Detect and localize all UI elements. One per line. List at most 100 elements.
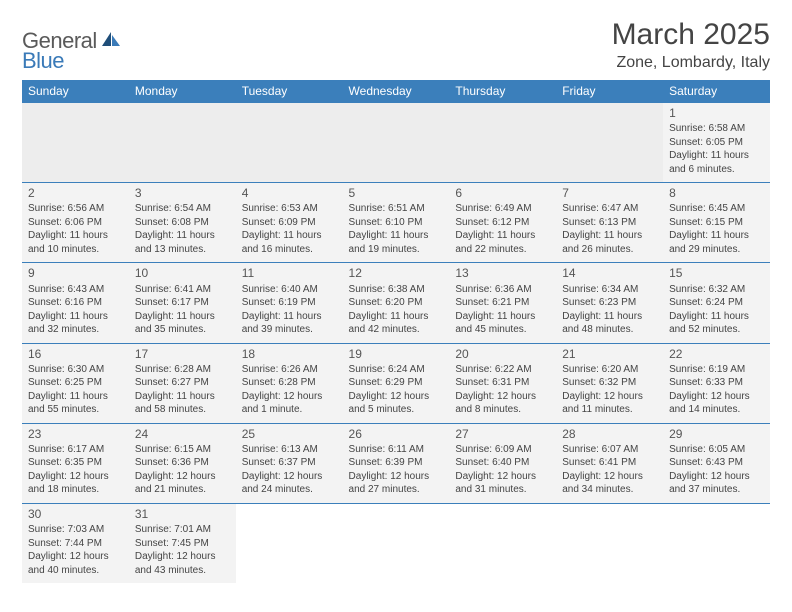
day-number: 13 bbox=[455, 265, 550, 281]
calendar-cell bbox=[556, 103, 663, 183]
day-info: Sunrise: 6:28 AMSunset: 6:27 PMDaylight:… bbox=[135, 363, 230, 417]
day-number: 14 bbox=[562, 265, 657, 281]
day-number: 15 bbox=[669, 265, 764, 281]
calendar-cell: 29Sunrise: 6:05 AMSunset: 6:43 PMDayligh… bbox=[663, 423, 770, 503]
day-number: 16 bbox=[28, 346, 123, 362]
calendar-cell bbox=[343, 503, 450, 583]
day-number: 12 bbox=[349, 265, 444, 281]
day-info: Sunrise: 6:40 AMSunset: 6:19 PMDaylight:… bbox=[242, 283, 337, 337]
day-info: Sunrise: 7:03 AMSunset: 7:44 PMDaylight:… bbox=[28, 523, 123, 577]
day-header: Tuesday bbox=[236, 80, 343, 103]
calendar-cell bbox=[663, 503, 770, 583]
calendar-cell bbox=[449, 503, 556, 583]
calendar-cell: 24Sunrise: 6:15 AMSunset: 6:36 PMDayligh… bbox=[129, 423, 236, 503]
logo-text-blue: Blue bbox=[22, 48, 64, 73]
day-number: 17 bbox=[135, 346, 230, 362]
day-header: Sunday bbox=[22, 80, 129, 103]
day-header: Saturday bbox=[663, 80, 770, 103]
calendar-cell bbox=[236, 503, 343, 583]
calendar-cell: 26Sunrise: 6:11 AMSunset: 6:39 PMDayligh… bbox=[343, 423, 450, 503]
day-number: 2 bbox=[28, 185, 123, 201]
calendar-cell: 20Sunrise: 6:22 AMSunset: 6:31 PMDayligh… bbox=[449, 343, 556, 423]
calendar-cell: 22Sunrise: 6:19 AMSunset: 6:33 PMDayligh… bbox=[663, 343, 770, 423]
day-info: Sunrise: 6:56 AMSunset: 6:06 PMDaylight:… bbox=[28, 202, 123, 256]
day-info: Sunrise: 6:11 AMSunset: 6:39 PMDaylight:… bbox=[349, 443, 444, 497]
calendar-cell: 12Sunrise: 6:38 AMSunset: 6:20 PMDayligh… bbox=[343, 263, 450, 343]
day-number: 24 bbox=[135, 426, 230, 442]
day-info: Sunrise: 6:26 AMSunset: 6:28 PMDaylight:… bbox=[242, 363, 337, 417]
day-info: Sunrise: 6:58 AMSunset: 6:05 PMDaylight:… bbox=[669, 122, 764, 176]
calendar-cell: 5Sunrise: 6:51 AMSunset: 6:10 PMDaylight… bbox=[343, 183, 450, 263]
calendar-cell: 25Sunrise: 6:13 AMSunset: 6:37 PMDayligh… bbox=[236, 423, 343, 503]
day-info: Sunrise: 6:43 AMSunset: 6:16 PMDaylight:… bbox=[28, 283, 123, 337]
day-number: 6 bbox=[455, 185, 550, 201]
calendar-cell: 1Sunrise: 6:58 AMSunset: 6:05 PMDaylight… bbox=[663, 103, 770, 183]
calendar-body: 1Sunrise: 6:58 AMSunset: 6:05 PMDaylight… bbox=[22, 103, 770, 584]
day-info: Sunrise: 6:49 AMSunset: 6:12 PMDaylight:… bbox=[455, 202, 550, 256]
calendar-cell: 17Sunrise: 6:28 AMSunset: 6:27 PMDayligh… bbox=[129, 343, 236, 423]
calendar-cell: 28Sunrise: 6:07 AMSunset: 6:41 PMDayligh… bbox=[556, 423, 663, 503]
calendar-cell: 4Sunrise: 6:53 AMSunset: 6:09 PMDaylight… bbox=[236, 183, 343, 263]
day-number: 3 bbox=[135, 185, 230, 201]
day-number: 30 bbox=[28, 506, 123, 522]
calendar-cell: 9 Sunrise: 6:43 AMSunset: 6:16 PMDaylight… bbox=[22, 263, 129, 343]
day-info: Sunrise: 6:20 AMSunset: 6:32 PMDaylight:… bbox=[562, 363, 657, 417]
day-info: Sunrise: 6:53 AMSunset: 6:09 PMDaylight:… bbox=[242, 202, 337, 256]
calendar-row: 9 Sunrise: 6:43 AMSunset: 6:16 PMDaylight… bbox=[22, 263, 770, 343]
day-info: Sunrise: 6:30 AMSunset: 6:25 PMDaylight:… bbox=[28, 363, 123, 417]
calendar-cell: 7Sunrise: 6:47 AMSunset: 6:13 PMDaylight… bbox=[556, 183, 663, 263]
day-header-row: SundayMondayTuesdayWednesdayThursdayFrid… bbox=[22, 80, 770, 103]
calendar-cell: 11 Sunrise: 6:40 AMSunset: 6:19 PMDayligh… bbox=[236, 263, 343, 343]
day-header: Wednesday bbox=[343, 80, 450, 103]
calendar-row: 23Sunrise: 6:17 AMSunset: 6:35 PMDayligh… bbox=[22, 423, 770, 503]
day-info: Sunrise: 6:34 AMSunset: 6:23 PMDaylight:… bbox=[562, 283, 657, 337]
location: Zone, Lombardy, Italy bbox=[612, 54, 770, 72]
calendar-cell: 23Sunrise: 6:17 AMSunset: 6:35 PMDayligh… bbox=[22, 423, 129, 503]
calendar-cell bbox=[343, 103, 450, 183]
day-number: 19 bbox=[349, 346, 444, 362]
day-info: Sunrise: 6:19 AMSunset: 6:33 PMDaylight:… bbox=[669, 363, 764, 417]
day-number: 29 bbox=[669, 426, 764, 442]
calendar-cell: 27Sunrise: 6:09 AMSunset: 6:40 PMDayligh… bbox=[449, 423, 556, 503]
calendar-cell: 15 Sunrise: 6:32 AMSunset: 6:24 PMDayligh… bbox=[663, 263, 770, 343]
day-info: Sunrise: 6:36 AMSunset: 6:21 PMDaylight:… bbox=[455, 283, 550, 337]
calendar-cell: 21Sunrise: 6:20 AMSunset: 6:32 PMDayligh… bbox=[556, 343, 663, 423]
day-number: 27 bbox=[455, 426, 550, 442]
header: General March 2025 Zone, Lombardy, Italy bbox=[22, 18, 770, 72]
calendar-head: SundayMondayTuesdayWednesdayThursdayFrid… bbox=[22, 80, 770, 103]
day-number: 23 bbox=[28, 426, 123, 442]
day-number: 18 bbox=[242, 346, 337, 362]
day-header: Thursday bbox=[449, 80, 556, 103]
day-number: 9 bbox=[28, 265, 123, 281]
logo-sail-icon bbox=[100, 30, 122, 53]
day-number: 20 bbox=[455, 346, 550, 362]
calendar-cell: 10Sunrise: 6:41 AMSunset: 6:17 PMDayligh… bbox=[129, 263, 236, 343]
calendar-cell: 31Sunrise: 7:01 AMSunset: 7:45 PMDayligh… bbox=[129, 503, 236, 583]
day-number: 11 bbox=[242, 265, 337, 281]
day-number: 1 bbox=[669, 105, 764, 121]
month-title: March 2025 bbox=[612, 18, 770, 52]
calendar-row: 1Sunrise: 6:58 AMSunset: 6:05 PMDaylight… bbox=[22, 103, 770, 183]
day-number: 10 bbox=[135, 265, 230, 281]
day-info: Sunrise: 6:15 AMSunset: 6:36 PMDaylight:… bbox=[135, 443, 230, 497]
day-info: Sunrise: 6:13 AMSunset: 6:37 PMDaylight:… bbox=[242, 443, 337, 497]
calendar-cell bbox=[22, 103, 129, 183]
calendar-cell bbox=[556, 503, 663, 583]
day-info: Sunrise: 6:05 AMSunset: 6:43 PMDaylight:… bbox=[669, 443, 764, 497]
day-info: Sunrise: 6:45 AMSunset: 6:15 PMDaylight:… bbox=[669, 202, 764, 256]
calendar-cell: 19Sunrise: 6:24 AMSunset: 6:29 PMDayligh… bbox=[343, 343, 450, 423]
calendar-cell: 14 Sunrise: 6:34 AMSunset: 6:23 PMDayligh… bbox=[556, 263, 663, 343]
calendar-row: 16Sunrise: 6:30 AMSunset: 6:25 PMDayligh… bbox=[22, 343, 770, 423]
calendar-row: 30Sunrise: 7:03 AMSunset: 7:44 PMDayligh… bbox=[22, 503, 770, 583]
day-number: 4 bbox=[242, 185, 337, 201]
day-info: Sunrise: 6:51 AMSunset: 6:10 PMDaylight:… bbox=[349, 202, 444, 256]
calendar-cell: 6Sunrise: 6:49 AMSunset: 6:12 PMDaylight… bbox=[449, 183, 556, 263]
calendar-table: SundayMondayTuesdayWednesdayThursdayFrid… bbox=[22, 80, 770, 583]
day-info: Sunrise: 6:32 AMSunset: 6:24 PMDaylight:… bbox=[669, 283, 764, 337]
day-header: Friday bbox=[556, 80, 663, 103]
calendar-cell: 2Sunrise: 6:56 AMSunset: 6:06 PMDaylight… bbox=[22, 183, 129, 263]
calendar-cell: 18Sunrise: 6:26 AMSunset: 6:28 PMDayligh… bbox=[236, 343, 343, 423]
calendar-cell: 3Sunrise: 6:54 AMSunset: 6:08 PMDaylight… bbox=[129, 183, 236, 263]
day-number: 26 bbox=[349, 426, 444, 442]
day-info: Sunrise: 6:24 AMSunset: 6:29 PMDaylight:… bbox=[349, 363, 444, 417]
